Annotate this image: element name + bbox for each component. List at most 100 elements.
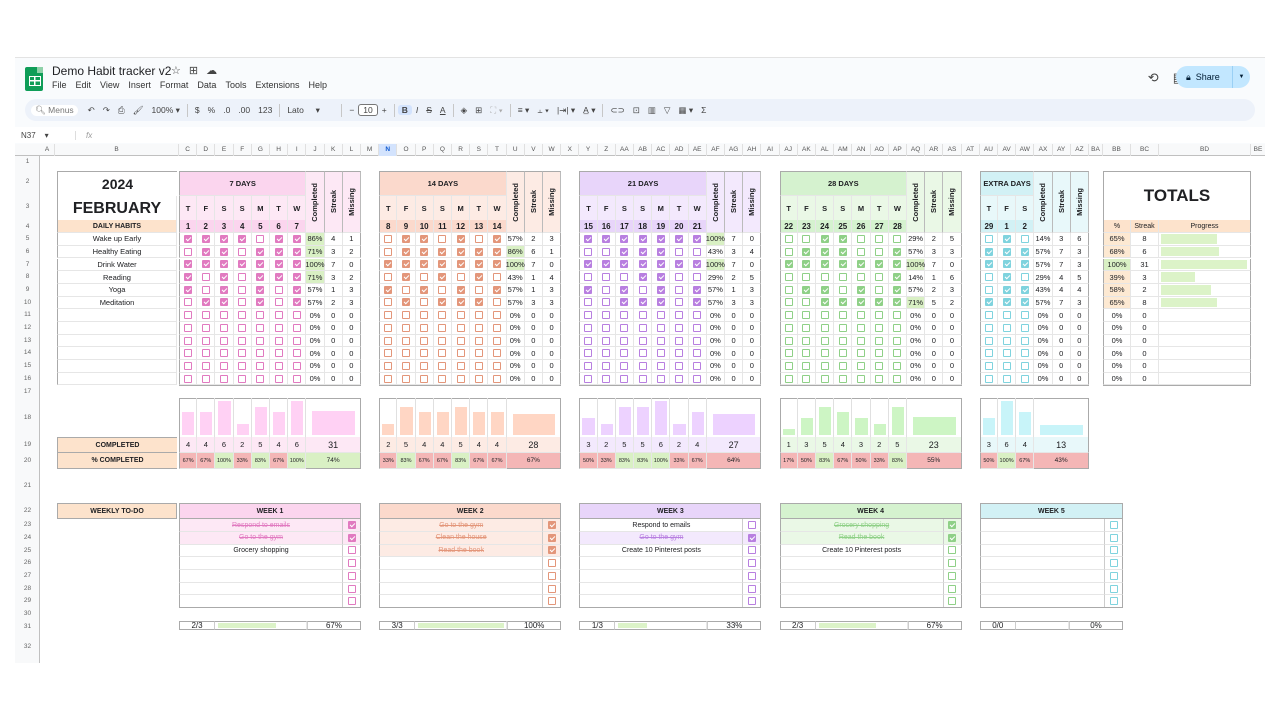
row-header-17[interactable]: 17 xyxy=(23,387,32,395)
checkbox[interactable] xyxy=(838,349,847,358)
checkbox[interactable] xyxy=(784,273,793,282)
checkbox[interactable] xyxy=(1002,285,1011,294)
column-header-x[interactable]: X xyxy=(561,144,580,156)
todo-item[interactable]: Respond to emails xyxy=(579,519,744,532)
checkbox[interactable] xyxy=(838,234,847,243)
increase-font-size-button[interactable]: + xyxy=(381,105,387,115)
checkbox[interactable] xyxy=(492,311,501,320)
checkbox[interactable] xyxy=(184,361,193,370)
checkbox[interactable] xyxy=(820,374,829,383)
column-header-at[interactable]: AT xyxy=(962,144,980,156)
column-header-ag[interactable]: AG xyxy=(725,144,744,156)
checkbox[interactable] xyxy=(184,298,193,307)
checkbox[interactable] xyxy=(456,311,465,320)
checkbox[interactable] xyxy=(201,247,210,256)
checkbox[interactable] xyxy=(1002,273,1011,282)
checkbox[interactable] xyxy=(693,361,702,370)
checkbox[interactable] xyxy=(820,336,829,345)
checkbox[interactable] xyxy=(1002,298,1011,307)
checkbox[interactable] xyxy=(547,521,556,530)
column-header-ab[interactable]: AB xyxy=(634,144,653,156)
name-box[interactable]: N37 ▾ xyxy=(21,130,49,140)
checkbox[interactable] xyxy=(1002,374,1011,383)
todo-item[interactable] xyxy=(179,582,343,596)
checkbox[interactable] xyxy=(602,323,611,332)
checkbox[interactable] xyxy=(274,311,283,320)
checkbox[interactable] xyxy=(802,285,811,294)
checkbox[interactable] xyxy=(492,361,501,370)
text-color-button[interactable]: A xyxy=(439,105,446,115)
column-header-be[interactable]: BE xyxy=(1251,144,1265,156)
checkbox[interactable] xyxy=(274,234,283,243)
checkbox[interactable] xyxy=(384,374,393,383)
checkbox[interactable] xyxy=(492,336,501,345)
checkbox[interactable] xyxy=(1002,349,1011,358)
checkbox[interactable] xyxy=(201,285,210,294)
todo-item[interactable] xyxy=(379,557,544,570)
checkbox[interactable] xyxy=(875,260,884,269)
checkbox[interactable] xyxy=(784,311,793,320)
checkbox[interactable] xyxy=(256,285,265,294)
column-header-l[interactable]: L xyxy=(343,144,361,156)
checkbox[interactable] xyxy=(875,311,884,320)
checkbox[interactable] xyxy=(584,374,593,383)
checkbox[interactable] xyxy=(256,298,265,307)
checkbox[interactable] xyxy=(401,285,410,294)
checkbox[interactable] xyxy=(784,260,793,269)
checkbox[interactable] xyxy=(492,374,501,383)
checkbox[interactable] xyxy=(620,349,629,358)
checkbox[interactable] xyxy=(802,234,811,243)
checkbox[interactable] xyxy=(1020,234,1029,243)
checkbox[interactable] xyxy=(274,349,283,358)
menu-view[interactable]: View xyxy=(100,80,120,90)
column-header-ao[interactable]: AO xyxy=(871,144,889,156)
checkbox[interactable] xyxy=(856,336,865,345)
checkbox[interactable] xyxy=(838,247,847,256)
column-header-h[interactable]: H xyxy=(270,144,289,156)
checkbox[interactable] xyxy=(420,234,429,243)
column-header-ai[interactable]: AI xyxy=(761,144,780,156)
column-header-an[interactable]: AN xyxy=(852,144,871,156)
checkbox[interactable] xyxy=(802,298,811,307)
checkbox[interactable] xyxy=(238,298,247,307)
checkbox[interactable] xyxy=(384,323,393,332)
checkbox[interactable] xyxy=(384,298,393,307)
checkbox[interactable] xyxy=(820,361,829,370)
checkbox[interactable] xyxy=(893,311,902,320)
checkbox[interactable] xyxy=(674,234,683,243)
checkbox[interactable] xyxy=(656,260,665,269)
column-header-o[interactable]: O xyxy=(397,144,416,156)
row-header-27[interactable]: 27 xyxy=(23,572,32,579)
row-header-26[interactable]: 26 xyxy=(23,559,32,567)
checkbox[interactable] xyxy=(656,336,665,345)
checkbox[interactable] xyxy=(984,311,993,320)
checkbox[interactable] xyxy=(1020,349,1029,358)
checkbox[interactable] xyxy=(474,323,483,332)
checkbox[interactable] xyxy=(620,336,629,345)
checkbox[interactable] xyxy=(219,247,228,256)
version-history-icon[interactable]: ⟲ xyxy=(1147,70,1159,85)
checkbox[interactable] xyxy=(201,260,210,269)
checkbox[interactable] xyxy=(1020,285,1029,294)
checkbox[interactable] xyxy=(401,336,410,345)
checkbox[interactable] xyxy=(948,546,957,555)
checkbox[interactable] xyxy=(656,349,665,358)
checkbox[interactable] xyxy=(347,546,356,555)
checkbox[interactable] xyxy=(693,336,702,345)
checkbox[interactable] xyxy=(201,273,210,282)
checkbox[interactable] xyxy=(274,273,283,282)
column-header-k[interactable]: K xyxy=(325,144,343,156)
column-header-p[interactable]: P xyxy=(416,144,434,156)
checkbox[interactable] xyxy=(456,361,465,370)
checkbox[interactable] xyxy=(893,374,902,383)
checkbox[interactable] xyxy=(1020,260,1029,269)
checkbox[interactable] xyxy=(838,361,847,370)
checkbox[interactable] xyxy=(492,247,501,256)
checkbox[interactable] xyxy=(474,311,483,320)
todo-item[interactable] xyxy=(979,582,1105,596)
checkbox[interactable] xyxy=(438,298,447,307)
checkbox[interactable] xyxy=(856,323,865,332)
checkbox[interactable] xyxy=(893,260,902,269)
checkbox[interactable] xyxy=(256,361,265,370)
checkbox[interactable] xyxy=(292,247,301,256)
